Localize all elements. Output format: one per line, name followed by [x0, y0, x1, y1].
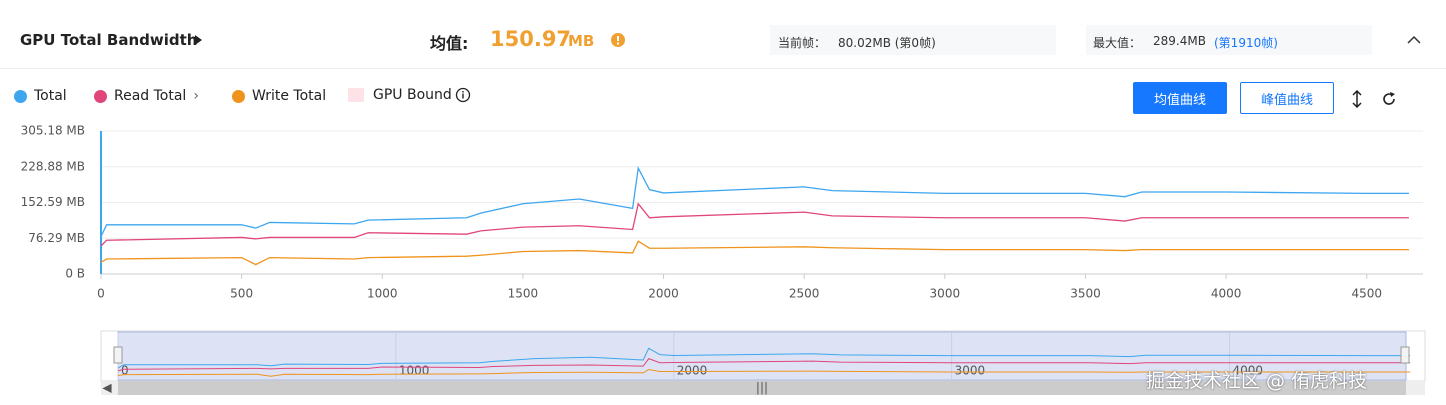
sort-icon[interactable]	[1350, 90, 1364, 108]
gpu-bound-label[interactable]: GPU Bound	[373, 87, 452, 103]
navigator-label: 4000	[1232, 364, 1263, 378]
mean-button[interactable]: 均值曲线	[1133, 82, 1227, 114]
navigator-line	[117, 347, 1411, 369]
mean-value: 150.97	[490, 27, 572, 51]
x-tick-label: 4000	[1211, 287, 1242, 301]
navigator-label: 2000	[677, 364, 708, 378]
x-tick-label: 0	[97, 287, 105, 301]
refresh-icon[interactable]	[1381, 91, 1397, 107]
collapse[interactable]	[1406, 34, 1422, 46]
max-label: 最大值：	[1093, 36, 1142, 50]
x-tick-label: 3500	[1070, 287, 1101, 301]
divider	[0, 68, 1446, 69]
current-label: 当前帧：	[778, 36, 827, 50]
x-tick-label: 3000	[930, 287, 961, 301]
y-tick-label: 0 B	[65, 267, 85, 281]
gpu-bound-swatch	[348, 88, 364, 102]
legend-dot	[94, 89, 107, 103]
mean-label: 均值:	[430, 34, 469, 53]
legend-item[interactable]: Write Total	[232, 88, 326, 104]
series-line	[100, 166, 1409, 237]
series-line	[100, 240, 1409, 266]
x-tick-label: 500	[230, 287, 253, 301]
y-tick-label: 152.59 MB	[21, 195, 85, 209]
x-tick-label: 4500	[1351, 287, 1382, 301]
legend-label: Read Total	[114, 88, 187, 104]
x-tick-label: 1500	[508, 287, 539, 301]
current-box	[770, 25, 1056, 55]
info-icon	[455, 87, 471, 103]
x-tick-label: 2500	[789, 287, 820, 301]
scroll-grip: |||	[756, 381, 768, 395]
x-tick-label: 2000	[648, 287, 679, 301]
scroll-arrow: ◀	[102, 381, 112, 395]
y-tick-label: 76.29 MB	[28, 231, 85, 245]
max-frame[interactable]: (第1910帧)	[1214, 36, 1278, 50]
series-line	[100, 202, 1409, 247]
legend-item[interactable]: Total	[14, 88, 67, 104]
navigator-label: 3000	[955, 364, 986, 378]
x-tick-label: 1000	[367, 287, 398, 301]
title: GPU Total Bandwidth	[20, 31, 198, 49]
navigator-line	[117, 368, 1411, 377]
navigator-label: 1000	[399, 364, 430, 378]
current-value: 80.02MB (第0帧)	[838, 36, 936, 50]
max-value: 289.4MB	[1153, 34, 1206, 48]
watermark: 掘金技术社区 @ 侑虎科技	[1146, 370, 1368, 392]
caret	[195, 35, 202, 45]
legend-label: Total	[34, 88, 67, 104]
navigator-line	[117, 358, 1411, 372]
legend-dot	[14, 89, 27, 103]
navigator-handle	[113, 346, 123, 364]
max-box	[1086, 25, 1372, 55]
legend-item[interactable]: Read Total ›	[94, 88, 199, 104]
y-tick-label: 228.88 MB	[21, 159, 85, 173]
navigator-label: 0	[121, 364, 129, 378]
warn-icon	[611, 33, 625, 47]
scroll-thumb	[118, 381, 1406, 395]
navigator-handle	[1400, 346, 1410, 364]
mean-unit: MB	[568, 32, 595, 50]
legend-dot	[232, 89, 245, 103]
y-tick-label: 305.18 MB	[21, 124, 85, 138]
chevron: ›	[193, 88, 199, 104]
legend-label: Write Total	[252, 88, 327, 104]
peak-button[interactable]: 峰值曲线	[1240, 82, 1334, 114]
